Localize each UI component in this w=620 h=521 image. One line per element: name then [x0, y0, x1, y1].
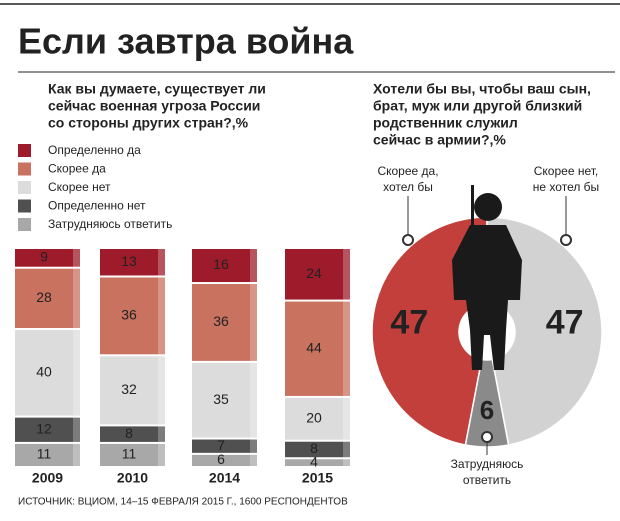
bar-segment [285, 397, 343, 440]
bar-side [343, 459, 350, 466]
bar-side [73, 330, 80, 416]
bar-side [158, 443, 165, 466]
slice-label: Скорее да, [377, 164, 438, 178]
source: ИСТОЧНИК: ВЦИОМ, 14–15 ФЕВРАЛЯ 2015 Г., … [18, 497, 348, 508]
value-label: 7 [217, 437, 225, 453]
value-label: 9 [40, 249, 48, 265]
bar-side [250, 439, 257, 453]
bar-side [343, 441, 350, 458]
value-label: 47 [546, 304, 584, 342]
slice-label: хотел бы [383, 180, 433, 194]
value-label: 47 [390, 304, 428, 342]
legend-label: Затрудняюсь ответить [48, 217, 172, 231]
bar-side [250, 284, 257, 361]
value-label: 32 [121, 381, 137, 397]
soldier [452, 185, 522, 370]
leader-dot [560, 234, 572, 246]
legend-swatch [18, 199, 31, 213]
bar-segment [100, 356, 158, 425]
title: Если завтра война [18, 21, 354, 62]
bar-segment [15, 443, 73, 466]
value-label: 24 [306, 265, 322, 281]
value-label: 6 [480, 395, 494, 425]
value-label: 20 [306, 410, 322, 426]
bar-segment [100, 426, 158, 442]
bar-side [343, 397, 350, 440]
x-tick-label: 2010 [117, 470, 148, 486]
value-label: 36 [121, 307, 137, 323]
bar-side [343, 249, 350, 300]
bar-segment [100, 277, 158, 355]
bar-side [250, 454, 257, 466]
x-tick-label: 2015 [302, 470, 333, 486]
bar-segment [285, 301, 343, 396]
donut-slice [464, 358, 510, 448]
bar-side [250, 362, 257, 438]
value-label: 4 [310, 453, 318, 469]
question-line: сейчас в армии?,% [373, 132, 506, 148]
bar-segment [15, 330, 73, 416]
value-label: 44 [306, 339, 322, 355]
value-label: 11 [37, 446, 52, 462]
bar-segment [15, 417, 73, 442]
bar-side [158, 277, 165, 355]
bar-segment [15, 249, 73, 267]
bar-side [250, 249, 257, 283]
bar-segment [192, 439, 250, 453]
value-label: 11 [122, 446, 137, 462]
question-line: сейчас военная угроза России [48, 98, 260, 114]
question-line: со стороны других стран?,% [48, 115, 249, 131]
question-line: родственник служил [373, 115, 518, 131]
x-tick-label: 2009 [32, 470, 63, 486]
leader-dot [402, 234, 414, 246]
value-label: 36 [213, 313, 229, 329]
bar-segment [285, 441, 343, 458]
bar-side [158, 249, 165, 276]
bar-segment [192, 454, 250, 466]
legend-swatch [18, 218, 31, 231]
value-label: 35 [213, 391, 229, 407]
bar-segment [285, 249, 343, 300]
value-label: 13 [121, 253, 137, 269]
legend-label: Определенно нет [48, 199, 146, 213]
question-line: брат, муж или другой близкий [373, 98, 582, 114]
question-line: Как вы думаете, существует ли [48, 81, 266, 97]
value-label: 8 [125, 425, 133, 441]
bar-side [73, 249, 80, 267]
legend-swatch [18, 144, 31, 157]
value-label: 12 [36, 420, 52, 436]
bar-segment [285, 459, 343, 466]
bar-segment [15, 268, 73, 329]
slice-label: не хотел бы [533, 180, 599, 194]
value-label: 40 [36, 364, 52, 380]
bar-side [343, 301, 350, 396]
value-label: 16 [213, 256, 229, 272]
slice-label: Скорее нет, [534, 164, 598, 178]
bar-segment [100, 249, 158, 276]
value-label: 8 [310, 440, 318, 456]
bar-segment [192, 284, 250, 361]
bar-side [158, 356, 165, 425]
legend-label: Скорее нет [48, 180, 111, 194]
bar-side [73, 443, 80, 466]
legend-swatch [18, 181, 31, 194]
legend-label: Определенно да [48, 143, 141, 157]
x-tick-label: 2014 [209, 470, 240, 486]
bar-side [158, 426, 165, 442]
value-label: 6 [217, 451, 225, 467]
legend-swatch [18, 162, 31, 176]
bar-segment [192, 249, 250, 283]
slice-label: ответить [463, 473, 511, 487]
bar-segment [100, 443, 158, 466]
bar-side [73, 417, 80, 442]
bar-segment [192, 362, 250, 438]
value-label: 28 [36, 289, 52, 305]
question-line: Хотели бы вы, чтобы ваш сын, [373, 81, 591, 97]
slice-label: Затрудняюсь [451, 457, 524, 471]
legend-label: Скорее да [48, 162, 106, 176]
bar-side [73, 268, 80, 329]
leader-dot [481, 431, 493, 443]
